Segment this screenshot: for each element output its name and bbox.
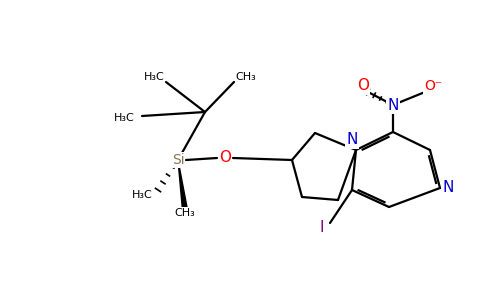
Text: H₃C: H₃C bbox=[114, 113, 135, 123]
Text: CH₃: CH₃ bbox=[236, 72, 257, 82]
Text: O: O bbox=[219, 151, 231, 166]
Text: N: N bbox=[442, 181, 454, 196]
Text: N: N bbox=[387, 98, 399, 112]
Polygon shape bbox=[178, 160, 187, 210]
Text: O: O bbox=[357, 79, 369, 94]
Text: H₃C: H₃C bbox=[144, 72, 165, 82]
Text: H₃C: H₃C bbox=[132, 190, 152, 200]
Text: CH₃: CH₃ bbox=[175, 208, 196, 218]
Text: N: N bbox=[347, 133, 358, 148]
Text: I: I bbox=[320, 220, 324, 236]
Text: Si: Si bbox=[172, 153, 184, 167]
Text: O⁻: O⁻ bbox=[424, 79, 442, 93]
